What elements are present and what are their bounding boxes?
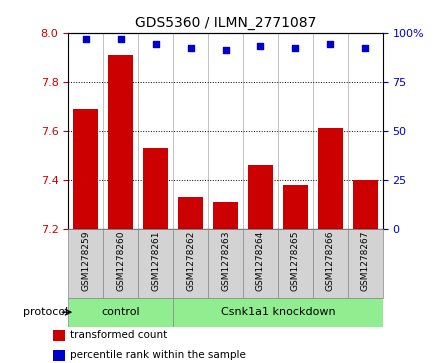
Bar (53, 350, 65, 361)
Point (257, 44, 264, 49)
Text: GSM1278260: GSM1278260 (116, 231, 125, 291)
Text: Csnk1a1 knockdown: Csnk1a1 knockdown (220, 307, 335, 317)
Bar (173, 298, 383, 327)
Text: GSM1278262: GSM1278262 (186, 231, 195, 291)
Bar (178, 197, 203, 229)
Bar (213, 202, 238, 229)
Title: GDS5360 / ILMN_2771087: GDS5360 / ILMN_2771087 (135, 16, 316, 30)
Bar (208, 229, 243, 298)
Point (222, 48, 229, 53)
Bar (53, 330, 65, 341)
Point (327, 41, 334, 47)
Bar (248, 165, 273, 229)
Text: percentile rank within the sample: percentile rank within the sample (70, 350, 246, 360)
Text: control: control (101, 307, 140, 317)
Point (362, 45, 369, 51)
Bar (313, 229, 348, 298)
Text: GSM1278259: GSM1278259 (81, 231, 90, 291)
Text: GSM1278266: GSM1278266 (326, 231, 335, 291)
Text: transformed count: transformed count (70, 330, 167, 340)
Point (292, 45, 299, 51)
Text: GSM1278267: GSM1278267 (361, 231, 370, 291)
Bar (173, 229, 208, 298)
Bar (138, 229, 173, 298)
Bar (353, 180, 378, 229)
Bar (103, 229, 138, 298)
Point (117, 36, 124, 41)
Bar (143, 148, 168, 229)
Bar (243, 229, 278, 298)
Bar (318, 128, 343, 229)
Text: protocol: protocol (23, 307, 68, 317)
Bar (73, 109, 98, 229)
Text: GSM1278263: GSM1278263 (221, 231, 230, 291)
Text: GSM1278264: GSM1278264 (256, 231, 265, 291)
Point (152, 41, 159, 47)
Bar (68, 298, 173, 327)
Bar (68, 229, 103, 298)
Bar (348, 229, 383, 298)
Text: GSM1278261: GSM1278261 (151, 231, 160, 291)
Bar (283, 185, 308, 229)
Bar (108, 55, 133, 229)
Point (187, 45, 194, 51)
Text: GSM1278265: GSM1278265 (291, 231, 300, 291)
Point (82, 36, 89, 41)
Bar (278, 229, 313, 298)
